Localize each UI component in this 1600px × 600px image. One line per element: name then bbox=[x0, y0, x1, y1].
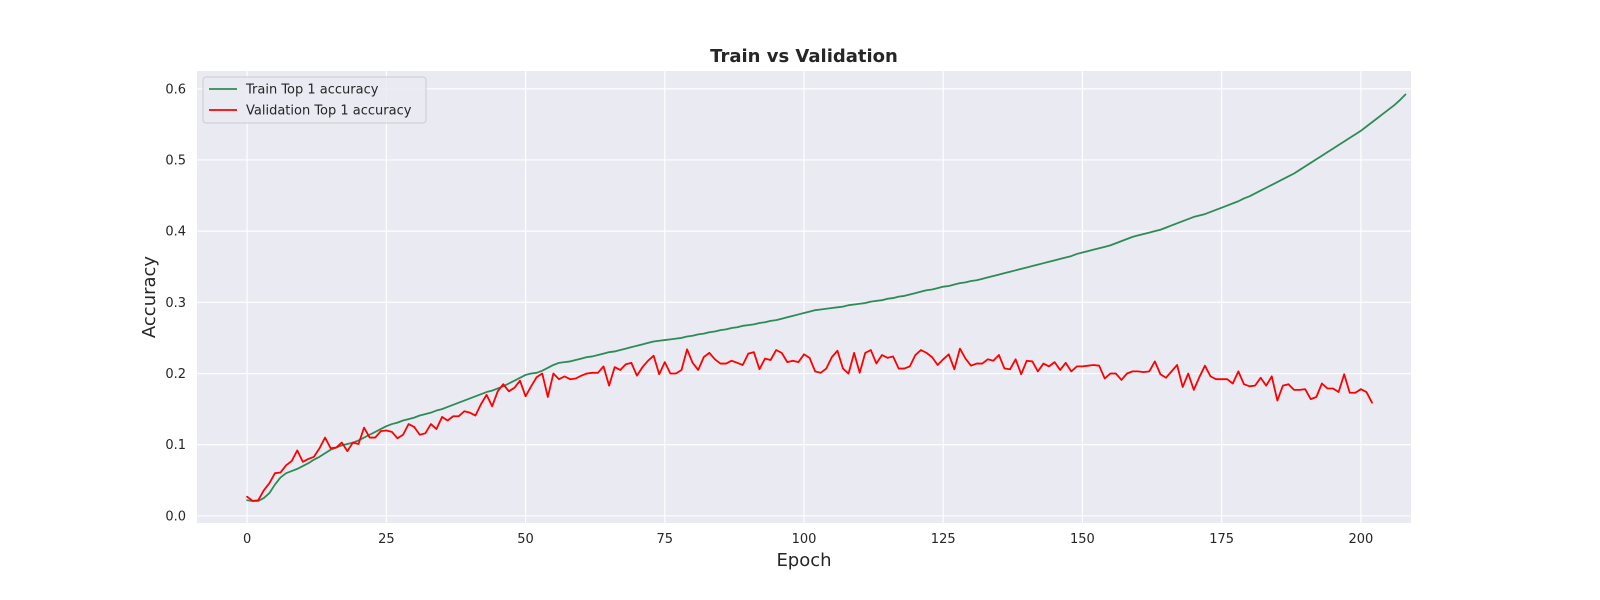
legend-box bbox=[202, 76, 427, 124]
tick-labels: 0 25 50 75 100 125 150 175 200 0.0 0.1 0.2 0.3 0.4 0.5… bbox=[165, 82, 1373, 547]
x-tick-label: 100 bbox=[792, 532, 817, 547]
y-tick-label: 0.2 bbox=[165, 367, 186, 382]
x-tick-label: 125 bbox=[931, 532, 956, 547]
x-tick-label: 150 bbox=[1070, 532, 1095, 547]
y-axis-label: Accuracy bbox=[139, 256, 160, 339]
y-tick-label: 0.0 bbox=[165, 509, 186, 524]
legend-label-train: Train Top 1 accuracy bbox=[245, 83, 379, 98]
y-tick-label: 0.6 bbox=[165, 82, 186, 97]
chart-title: Train vs Validation bbox=[710, 46, 898, 67]
y-tick-label: 0.3 bbox=[165, 296, 186, 311]
series-layer bbox=[246, 93, 1407, 502]
legend-label-validation: Validation Top 1 accuracy bbox=[246, 104, 412, 119]
train-accuracy-line bbox=[246, 93, 1407, 502]
y-tick-label: 0.4 bbox=[165, 225, 186, 240]
x-tick-label: 175 bbox=[1209, 532, 1234, 547]
legend: Train Top 1 accuracy Validation Top 1 ac… bbox=[202, 76, 427, 124]
y-tick-label: 0.1 bbox=[165, 438, 186, 453]
validation-accuracy-line bbox=[246, 347, 1373, 502]
x-tick-label: 50 bbox=[517, 532, 534, 547]
x-tick-label: 200 bbox=[1348, 532, 1373, 547]
y-tick-label: 0.5 bbox=[165, 153, 186, 168]
x-tick-label: 25 bbox=[378, 532, 395, 547]
x-tick-label: 75 bbox=[657, 532, 674, 547]
x-tick-label: 0 bbox=[243, 532, 251, 547]
x-axis-label: Epoch bbox=[776, 550, 831, 571]
